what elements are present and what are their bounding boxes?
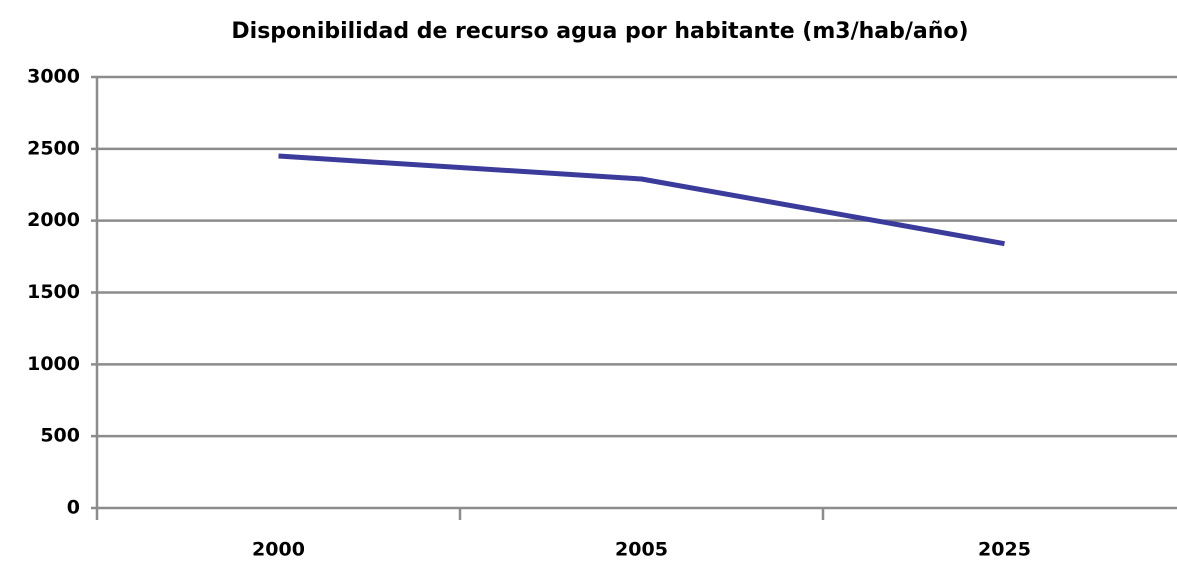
y-tick-label: 2500: [27, 137, 80, 159]
y-tick-label: 500: [40, 425, 80, 447]
x-tick-label: 2025: [978, 539, 1031, 561]
y-tick-label: 0: [67, 497, 80, 519]
y-tick-label: 1500: [27, 281, 80, 303]
y-tick-label: 3000: [27, 66, 80, 88]
chart-title: Disponibilidad de recurso agua por habit…: [231, 19, 968, 44]
y-tick-label: 2000: [27, 209, 80, 231]
x-tick-label: 2005: [615, 539, 668, 561]
x-tick-label: 2000: [252, 539, 305, 561]
data-line: [278, 153, 1005, 247]
y-tick-label: 1000: [27, 353, 80, 375]
